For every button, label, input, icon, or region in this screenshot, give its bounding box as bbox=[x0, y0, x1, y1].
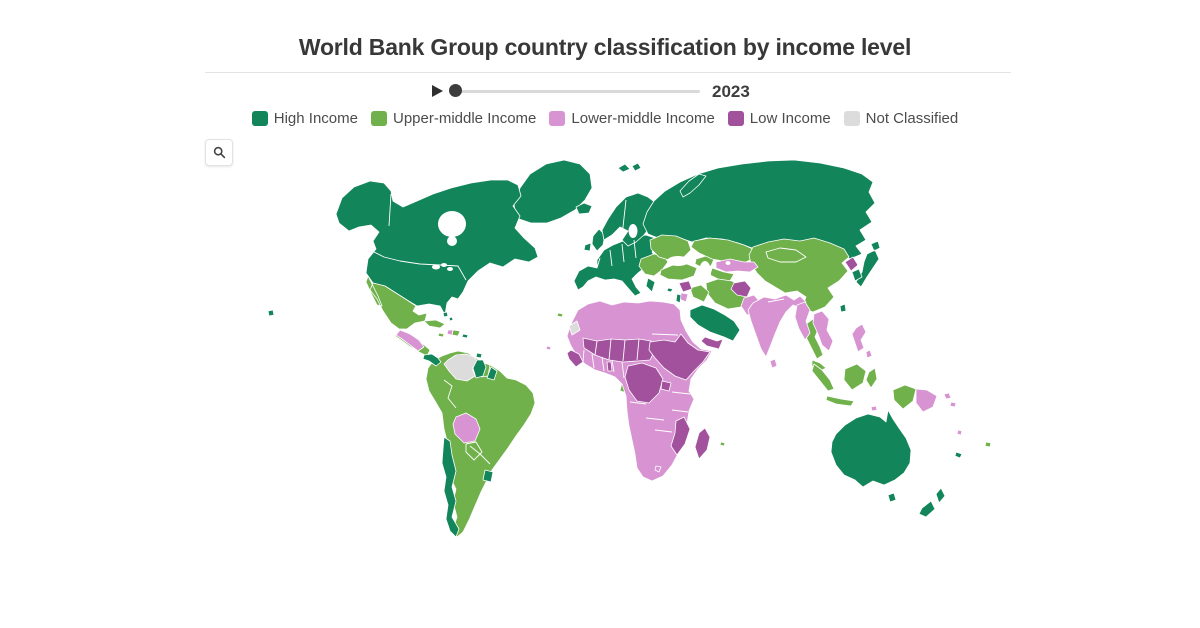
region-saudi-arabia-gulf[interactable] bbox=[689, 304, 741, 342]
region-australia[interactable] bbox=[830, 409, 912, 488]
region-jamaica[interactable] bbox=[437, 332, 445, 338]
region-indochina[interactable] bbox=[812, 310, 834, 352]
legend-item-not_classified[interactable]: Not Classified bbox=[843, 110, 959, 127]
region-lower-middle-islands[interactable] bbox=[545, 345, 963, 436]
region-lesotho[interactable] bbox=[654, 465, 662, 473]
zoom-button[interactable] bbox=[205, 139, 233, 166]
region-sudan-horn-of-africa[interactable] bbox=[648, 333, 711, 381]
legend-swatch-upper_middle bbox=[370, 111, 387, 126]
region-guinea-sierra-leone-liberia[interactable] bbox=[566, 349, 584, 368]
region-united-kingdom[interactable] bbox=[591, 228, 606, 252]
region-kazakhstan[interactable] bbox=[690, 237, 756, 265]
timeline-controls: 2023 bbox=[432, 82, 762, 101]
legend: High Income Upper-middle Income Lower-midd… bbox=[200, 110, 1010, 127]
region-greenland[interactable] bbox=[513, 159, 593, 224]
legend-swatch-lower_middle bbox=[549, 111, 566, 126]
region-high-income-islands[interactable] bbox=[267, 287, 963, 459]
legend-item-low[interactable]: Low Income bbox=[727, 110, 831, 127]
region-venezuela[interactable] bbox=[443, 353, 479, 382]
region-yemen[interactable] bbox=[700, 336, 724, 350]
region-iraq[interactable] bbox=[689, 284, 710, 303]
region-bolivia[interactable] bbox=[452, 412, 481, 444]
legend-label-high: High Income bbox=[273, 110, 358, 127]
region-myanmar[interactable] bbox=[794, 301, 811, 341]
legend-label-lower_middle: Lower-middle Income bbox=[571, 110, 715, 127]
region-madagascar[interactable] bbox=[694, 427, 711, 460]
page-title: World Bank Group country classification … bbox=[298, 34, 912, 60]
legend-swatch-not_classified bbox=[843, 111, 860, 126]
country-borders bbox=[369, 193, 807, 465]
region-china-mongolia[interactable] bbox=[748, 237, 850, 313]
region-japan[interactable] bbox=[855, 240, 881, 288]
legend-item-high[interactable]: High Income bbox=[251, 110, 358, 127]
legend-label-low: Low Income bbox=[749, 110, 831, 127]
region-upper-middle-islands[interactable] bbox=[556, 312, 992, 448]
slider-track[interactable] bbox=[450, 90, 700, 93]
region-philippines[interactable] bbox=[851, 323, 873, 359]
region-afghanistan[interactable] bbox=[730, 280, 752, 298]
region-drc-central-africa[interactable] bbox=[624, 362, 664, 404]
region-chile[interactable] bbox=[441, 436, 460, 538]
region-north-america[interactable] bbox=[335, 179, 539, 316]
region-taiwan[interactable] bbox=[839, 303, 847, 313]
legend-swatch-low bbox=[727, 111, 744, 126]
region-south-america[interactable] bbox=[425, 350, 536, 538]
play-button[interactable] bbox=[432, 85, 443, 97]
region-western-sahara[interactable] bbox=[568, 320, 581, 336]
region-mozambique-malawi[interactable] bbox=[670, 416, 691, 456]
world-map bbox=[267, 159, 992, 538]
region-indonesia[interactable] bbox=[811, 363, 917, 410]
region-ireland[interactable] bbox=[583, 242, 592, 252]
year-slider[interactable] bbox=[449, 82, 700, 100]
region-india[interactable] bbox=[747, 294, 807, 358]
region-guyana[interactable] bbox=[472, 359, 487, 379]
region-cuba[interactable] bbox=[423, 319, 446, 329]
water-bodies bbox=[432, 211, 731, 343]
region-guatemala-honduras-nicaragua[interactable] bbox=[395, 329, 425, 352]
region-uganda-rwanda-burundi[interactable] bbox=[660, 380, 672, 392]
region-papua-new-guinea[interactable] bbox=[915, 388, 957, 413]
magnifier-icon bbox=[213, 146, 225, 159]
region-north-korea[interactable] bbox=[844, 256, 859, 272]
region-haiti[interactable] bbox=[446, 329, 454, 336]
region-arctic-islands[interactable] bbox=[617, 162, 707, 198]
region-uruguay[interactable] bbox=[482, 469, 494, 483]
region-ukraine-belarus[interactable] bbox=[649, 234, 692, 262]
region-new-zealand[interactable] bbox=[918, 487, 946, 518]
region-sri-lanka[interactable] bbox=[769, 358, 778, 369]
slider-handle[interactable] bbox=[449, 84, 462, 97]
region-south-korea[interactable] bbox=[851, 268, 863, 282]
region-greece[interactable] bbox=[645, 277, 656, 293]
region-togo-benin[interactable] bbox=[606, 361, 613, 372]
region-turkey[interactable] bbox=[659, 263, 698, 281]
region-iceland[interactable] bbox=[575, 202, 593, 215]
legend-item-lower_middle[interactable]: Lower-middle Income bbox=[549, 110, 715, 127]
legend-swatch-high bbox=[251, 111, 268, 126]
legend-item-upper_middle[interactable]: Upper-middle Income bbox=[370, 110, 537, 127]
legend-label-upper_middle: Upper-middle Income bbox=[392, 110, 537, 127]
legend-label-not_classified: Not Classified bbox=[865, 110, 959, 127]
region-tasmania[interactable] bbox=[887, 492, 897, 503]
region-panama-costa-rica[interactable] bbox=[422, 353, 442, 367]
region-israel[interactable] bbox=[675, 293, 682, 304]
header-divider bbox=[205, 72, 1011, 73]
region-syria[interactable] bbox=[678, 280, 693, 293]
year-label: 2023 bbox=[712, 82, 750, 101]
region-french-guiana[interactable] bbox=[486, 366, 498, 381]
